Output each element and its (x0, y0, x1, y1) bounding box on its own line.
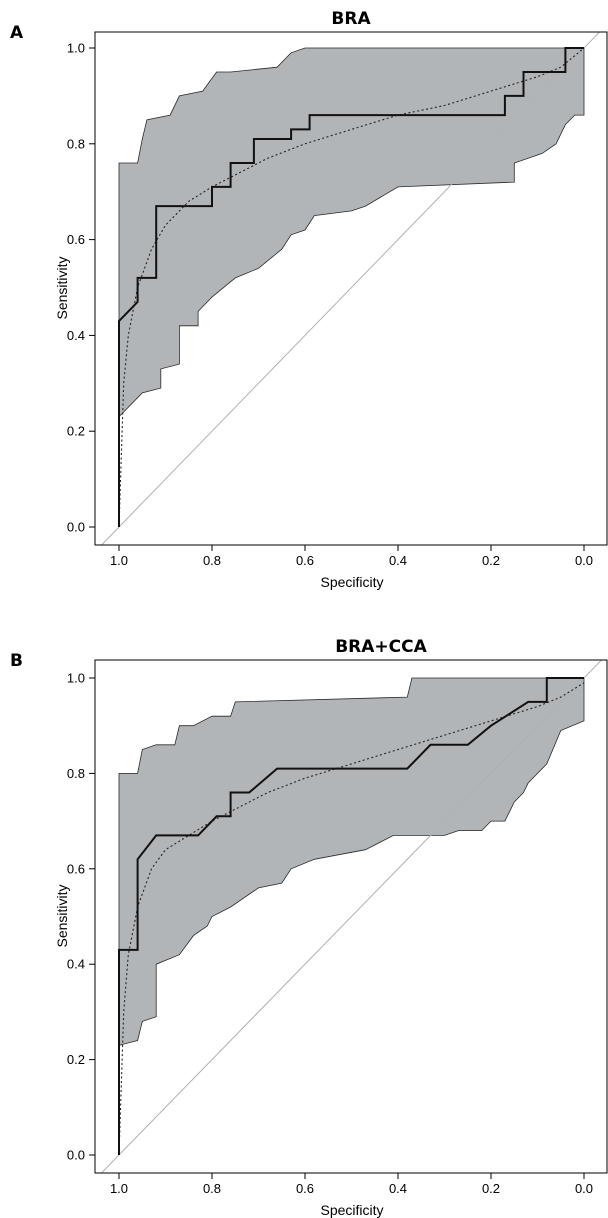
panel-a-x-tick-label: 0.6 (296, 553, 314, 568)
panel-a-roc-chart: A BRA 1.0 0.8 0.6 0.4 0.2 0.00.00.20.40.60.81… (10, 9, 608, 590)
panel-b-plot-area: 1.0 0.8 0.6 0.4 0.2 0.0 0.0 0.2 0.4 0.6 0.8 1.0 (67, 659, 608, 1196)
panel-b-y-tick-label: 1.0 (67, 671, 85, 686)
panel-a-y-tick-label: 0.4 (67, 328, 85, 343)
panel-a-y-tick-label: 1.0 (67, 41, 85, 56)
panel-b-x-tick-label: 1.0 (110, 1181, 128, 1196)
panel-a-y-tick-label: 0.8 (67, 136, 85, 151)
panel-a-y-tick-label: 0.2 (67, 424, 85, 439)
panel-b-y-axis-label: Sensitivity (54, 884, 70, 947)
panel-b-title: BRA+CCA (335, 637, 427, 657)
panel-b-x-tick-label: 0.2 (482, 1181, 500, 1196)
panel-a-x-tick-label: 1.0 (110, 553, 128, 568)
panel-a-confidence-band (118, 47, 585, 418)
panel-a-x-axis-label: Specificity (320, 574, 383, 590)
panel-b-letter: B (10, 651, 23, 671)
panel-b-plot-frame (94, 659, 608, 1174)
panel-b-y-tick-label: 0.6 (67, 861, 85, 876)
panel-b-x-tick-label: 0.4 (389, 1181, 407, 1196)
panel-b-x-axis-label: Specificity (320, 1202, 383, 1218)
panel-b-confidence-band (118, 677, 585, 1046)
panel-a-letter: A (10, 23, 24, 43)
panel-a-empirical-roc-curve (118, 47, 584, 527)
panel-a-y-tick-label: 0.6 (67, 232, 85, 247)
panel-a-plot-area: 1.0 0.8 0.6 0.4 0.2 0.0 0.0 0.2 0.4 0.6 0.8 1.0 (67, 31, 608, 568)
panel-b-y-tick-label: 0.4 (67, 957, 85, 972)
panel-a-x-tick-label: 0.4 (389, 553, 407, 568)
panel-b-x-tick-label: 0.6 (296, 1181, 314, 1196)
panel-a-x-tick-label: 0.2 (482, 553, 500, 568)
panel-b-empirical-roc-curve (118, 677, 584, 1155)
panel-b-roc-chart: B BRA+CCA 1.0 0.8 0.6 0.4 0.2 0.0 0.0 0.2 0.4 0.6… (10, 637, 608, 1218)
panel-a-plot-frame (94, 31, 608, 546)
panel-b-y-tick-label: 0.8 (67, 766, 85, 781)
panel-a-x-tick-label: 0.0 (575, 553, 593, 568)
panel-a-y-tick-label: 0.0 (67, 520, 85, 535)
panel-b-y-tick-label: 0.0 (67, 1148, 85, 1163)
panel-a-y-axis-label: Sensitivity (54, 256, 70, 319)
panel-a-x-tick-label: 0.8 (203, 553, 221, 568)
panel-b-x-tick-label: 0.0 (575, 1181, 593, 1196)
panel-b-smoothed-roc-curve (118, 682, 585, 1156)
panel-a-title: BRA (331, 9, 371, 29)
panel-a-chance-diagonal (100, 32, 601, 545)
panel-b-x-tick-label: 0.8 (203, 1181, 221, 1196)
panel-b-y-tick-label: 0.2 (67, 1052, 85, 1067)
panel-b-chance-diagonal (100, 660, 603, 1173)
